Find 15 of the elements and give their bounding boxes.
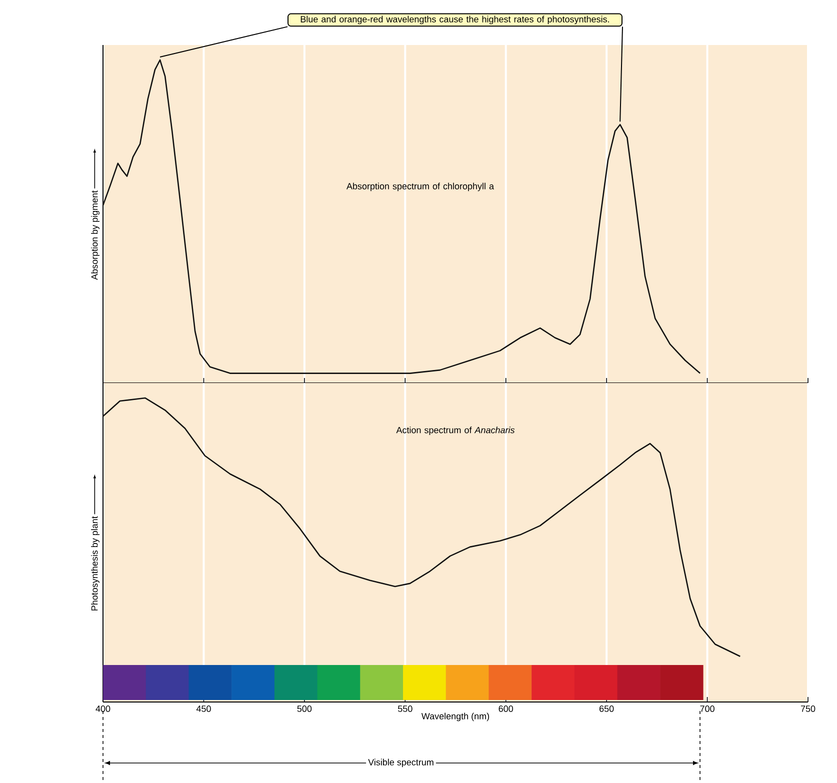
y-axis-title: Absorption by pigment (91, 190, 100, 280)
text: Visible spectrum (368, 758, 434, 767)
annotation: Action spectrum of Anacharis (396, 426, 515, 435)
x-tick-label: 450 (196, 705, 211, 712)
x-tick-label: 700 (700, 705, 714, 712)
x-tick-label: 550 (398, 705, 412, 712)
x-axis-title: Wavelength (nm) (421, 712, 490, 721)
y-axis-title: Photosynthesis by plant (91, 516, 100, 610)
x-tick-label: 750 (800, 705, 816, 712)
x-tick-label: 400 (96, 705, 110, 712)
x-tick-label: 500 (297, 705, 312, 712)
annotation: Absorption spectrum of chlorophyll a (346, 182, 494, 191)
x-tick-label: 650 (600, 705, 614, 712)
text: Blue and orange-red wavelengths cause the highest rates of photosynthesis. (300, 16, 609, 24)
x-tick-label: 600 (498, 705, 514, 712)
